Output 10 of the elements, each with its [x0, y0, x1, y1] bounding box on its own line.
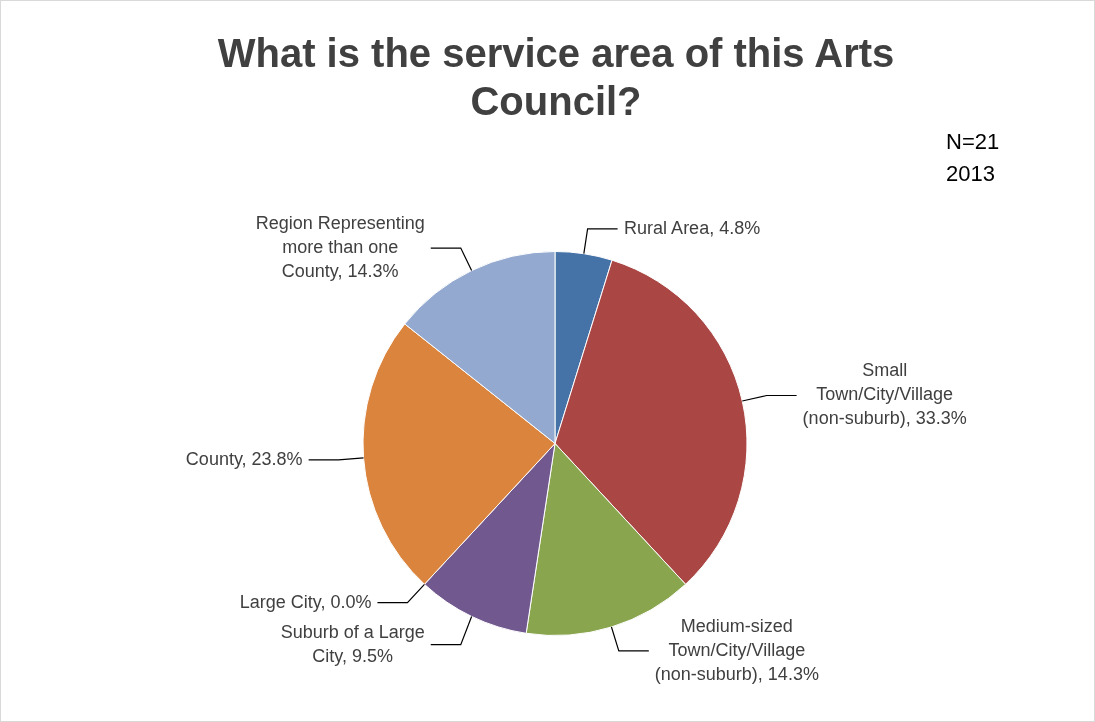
chart-title: What is the service area of this Arts Council?: [216, 30, 896, 125]
slice-label: Rural Area, 4.8%: [624, 217, 761, 238]
text: 2013: [946, 160, 996, 188]
legend-label: Large City, 0.0%: [239, 591, 372, 612]
slice-label: Suburb of a Large City, 9.5%: [280, 621, 425, 666]
slice-label: County, 23.8%: [185, 448, 303, 469]
slice-label: Small Town/City/Village (non-suburb), 33.3%: [802, 360, 967, 429]
text: N=21: [946, 128, 1000, 156]
slice-label: Medium-sized Town/City/Village (non-suburb), 14.3%: [654, 615, 819, 684]
slice-label: Region Representing more than one County, 14.3%: [255, 213, 425, 281]
